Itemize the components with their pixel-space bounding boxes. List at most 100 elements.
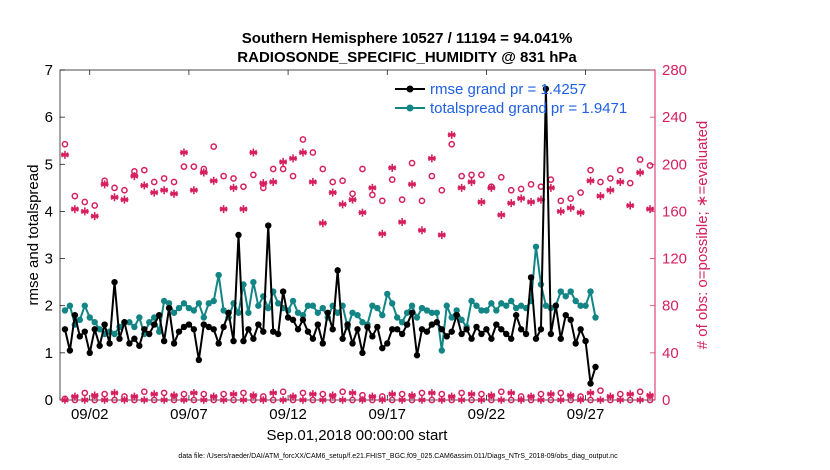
point-rmse bbox=[443, 333, 450, 340]
point-rmse bbox=[274, 330, 282, 338]
obs-bottom-evaluated-marker bbox=[150, 390, 159, 398]
point-rmse bbox=[349, 340, 356, 347]
obs-evaluated-marker bbox=[80, 207, 89, 216]
point-rmse bbox=[364, 323, 371, 331]
obs-bottom-evaluated-marker bbox=[547, 390, 555, 398]
point-totalspread bbox=[572, 297, 579, 305]
obs-possible-marker bbox=[636, 156, 644, 163]
point-rmse bbox=[354, 326, 361, 333]
point-rmse bbox=[493, 321, 500, 328]
y2-tick-label: 160 bbox=[662, 203, 687, 220]
point-rmse bbox=[418, 326, 426, 333]
point-rmse bbox=[344, 321, 351, 328]
point-rmse bbox=[324, 309, 331, 316]
obs-bottom-evaluated-marker bbox=[328, 391, 337, 400]
point-rmse bbox=[369, 333, 376, 340]
point-rmse bbox=[289, 316, 297, 324]
obs-possible-marker bbox=[91, 202, 99, 209]
obs-evaluated-marker bbox=[388, 163, 397, 172]
obs-possible-marker bbox=[428, 172, 436, 180]
point-rmse bbox=[155, 311, 163, 319]
obs-evaluated-marker bbox=[170, 189, 179, 198]
obs-possible-marker bbox=[577, 189, 584, 196]
obs-bottom-evaluated-marker bbox=[616, 396, 625, 404]
point-totalspread bbox=[567, 288, 574, 295]
y2-tick-label: 120 bbox=[662, 251, 687, 268]
point-rmse bbox=[86, 349, 93, 357]
point-totalspread bbox=[195, 300, 203, 307]
point-rmse bbox=[116, 335, 123, 342]
y2-tick-label: 80 bbox=[662, 298, 679, 315]
y-tick-label: 7 bbox=[45, 62, 53, 79]
point-rmse bbox=[225, 309, 232, 316]
obs-evaluated-marker bbox=[527, 198, 536, 206]
obs-bottom-possible-marker bbox=[140, 388, 148, 396]
point-totalspread bbox=[503, 302, 510, 309]
obs-possible-marker bbox=[81, 198, 89, 206]
obs-bottom-possible-marker bbox=[418, 389, 426, 397]
obs-evaluated-marker bbox=[398, 218, 407, 227]
point-totalspread bbox=[160, 297, 168, 305]
point-rmse bbox=[572, 340, 579, 347]
obs-bottom-evaluated-marker bbox=[378, 396, 387, 404]
obs-possible-marker bbox=[61, 140, 69, 148]
point-totalspread bbox=[517, 302, 525, 309]
obs-possible-marker bbox=[567, 195, 575, 202]
point-totalspread bbox=[220, 307, 227, 314]
point-totalspread bbox=[61, 307, 69, 314]
obs-possible-marker bbox=[180, 163, 188, 170]
point-rmse bbox=[339, 335, 346, 342]
point-totalspread bbox=[274, 300, 282, 307]
obs-bottom-possible-marker bbox=[597, 387, 604, 394]
point-rmse bbox=[547, 330, 555, 338]
point-totalspread bbox=[418, 304, 426, 312]
obs-evaluated-marker bbox=[517, 194, 526, 203]
point-totalspread bbox=[76, 316, 84, 324]
point-totalspread bbox=[126, 319, 133, 326]
obs-bottom-possible-marker bbox=[81, 389, 89, 397]
point-totalspread bbox=[309, 302, 317, 309]
point-rmse bbox=[240, 337, 247, 345]
obs-possible-marker bbox=[607, 175, 614, 182]
obs-evaluated-marker bbox=[616, 177, 625, 186]
obs-evaluated-marker bbox=[626, 201, 635, 210]
obs-possible-marker bbox=[408, 159, 416, 167]
point-totalspread bbox=[151, 314, 158, 321]
obs-evaluated-marker bbox=[140, 181, 149, 190]
point-rmse bbox=[423, 328, 431, 335]
obs-bottom-evaluated-marker bbox=[309, 390, 317, 398]
point-rmse bbox=[448, 328, 455, 335]
obs-bottom-evaluated-marker bbox=[596, 396, 605, 404]
point-rmse bbox=[284, 314, 292, 321]
obs-bottom-possible-marker bbox=[458, 389, 465, 397]
point-rmse bbox=[210, 326, 217, 333]
obs-possible-marker bbox=[646, 162, 654, 169]
obs-possible-marker bbox=[150, 178, 158, 186]
point-rmse bbox=[260, 328, 267, 335]
point-rmse bbox=[61, 326, 69, 333]
obs-bottom-evaluated-marker bbox=[477, 396, 486, 404]
point-rmse bbox=[498, 326, 505, 333]
point-rmse bbox=[384, 340, 391, 347]
point-totalspread bbox=[448, 314, 455, 321]
point-totalspread bbox=[488, 300, 495, 307]
obs-bottom-possible-marker bbox=[190, 396, 198, 404]
point-rmse bbox=[468, 335, 475, 342]
point-rmse bbox=[537, 326, 545, 333]
obs-evaluated-marker bbox=[298, 148, 307, 157]
obs-evaluated-marker bbox=[249, 148, 258, 157]
point-rmse bbox=[433, 319, 441, 326]
obs-bottom-evaluated-marker bbox=[219, 396, 228, 404]
obs-bottom-evaluated-marker bbox=[180, 396, 188, 404]
point-rmse bbox=[527, 274, 535, 281]
point-rmse bbox=[255, 321, 262, 328]
obs-bottom-evaluated-marker bbox=[517, 396, 525, 404]
point-rmse bbox=[71, 311, 79, 319]
point-rmse bbox=[428, 321, 436, 328]
obs-evaluated-marker bbox=[100, 180, 109, 189]
point-totalspread bbox=[379, 311, 386, 319]
legend-label-spread: totalspread grand pr = 1.9471 bbox=[430, 100, 627, 117]
point-totalspread bbox=[265, 304, 272, 312]
point-rmse bbox=[359, 349, 366, 357]
obs-evaluated-marker bbox=[566, 203, 575, 212]
